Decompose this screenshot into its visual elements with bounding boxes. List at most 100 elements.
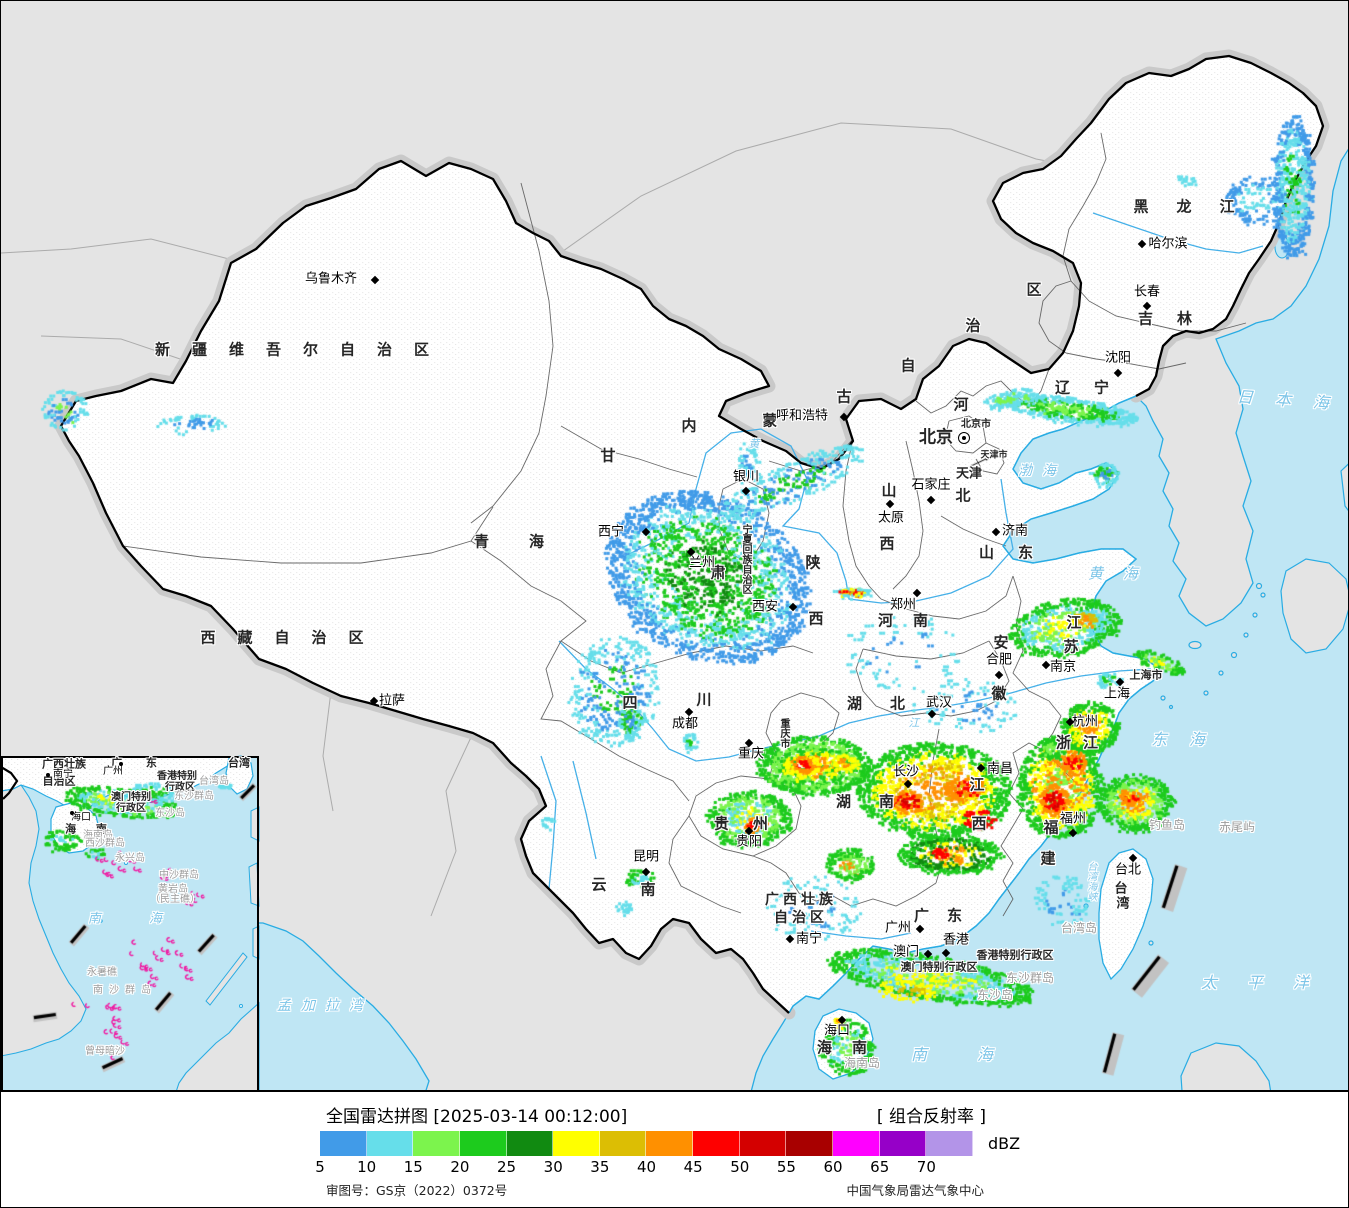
city-marker: [912, 588, 922, 598]
map-label-city: 西宁: [597, 524, 625, 540]
map-label-city: 重庆: [737, 746, 765, 762]
producer-name: 中国气象局雷达气象中心: [846, 1183, 984, 1198]
inset-label-city: 广州: [103, 766, 123, 777]
scale-segment-45: [693, 1131, 740, 1156]
map-label-city: 福州: [1059, 811, 1087, 827]
scale-segment-55: [786, 1131, 834, 1156]
map-label-prov: 天津: [955, 466, 983, 482]
map-label-sea: 孟加拉湾: [277, 998, 373, 1014]
dbz-color-scale: [320, 1131, 973, 1156]
map-label-prov: 陕: [805, 553, 821, 572]
map-label-city: 西安: [751, 599, 779, 615]
scale-segment-30: [553, 1131, 600, 1156]
map-label-prov: 香港特别行政区: [976, 948, 1054, 962]
inset-label-isl: 黄岩岛: [158, 884, 188, 895]
scale-segment-65: [879, 1131, 927, 1156]
city-marker: [976, 763, 986, 773]
map-label-prov: 台: [1114, 881, 1128, 897]
map-label-prov: 辽宁: [1054, 378, 1134, 397]
map-label-prov: 山: [881, 481, 897, 500]
scale-tick-10: 10: [357, 1158, 377, 1176]
map-label-sea: 江: [908, 716, 920, 730]
map-label-city: 济南: [1001, 523, 1029, 539]
map-label-city: 台北: [1114, 862, 1142, 878]
map-label-city: 太原: [877, 510, 905, 526]
scale-segment-70: [926, 1131, 973, 1156]
map-label-prov: 四: [622, 693, 638, 712]
map-label-sea: 太平洋: [1200, 973, 1340, 992]
inset-label-isl: （民主礁）: [150, 894, 200, 905]
map-label-prov: 北: [955, 486, 971, 505]
city-marker: [839, 412, 849, 422]
city-marker: [788, 602, 798, 612]
map-label-city: 海口: [823, 1023, 851, 1039]
scale-tick-35: 35: [590, 1158, 610, 1176]
map-label-prov: 宁夏回族自治区: [740, 524, 751, 594]
map-label-prov: 广西壮族: [765, 892, 837, 908]
map-label-city: 上海: [1103, 686, 1131, 702]
inset-city-dot: [119, 762, 123, 766]
city-marker: [785, 934, 795, 944]
map-label-prov: 蒙: [762, 411, 778, 430]
scale-segment-15: [413, 1131, 460, 1156]
map-label-isl: 东沙群岛: [1005, 971, 1055, 985]
map-label-city: 沈阳: [1104, 350, 1132, 366]
map-label-prov: 青海: [473, 532, 585, 551]
scale-tick-55: 55: [776, 1158, 796, 1176]
map-label-city: 银川: [732, 469, 760, 485]
map-label-city: 武汉: [925, 695, 953, 711]
scale-tick-20: 20: [450, 1158, 470, 1176]
map-label-prov: 治: [965, 316, 981, 335]
map-label-sea: 台湾海峡: [1085, 861, 1096, 901]
inset-city-dot: [46, 773, 50, 777]
inset-label-isl: 西沙群岛: [85, 838, 125, 849]
inset-label-isl: 中沙群岛: [159, 870, 199, 881]
map-label-prov: 湾: [1116, 896, 1130, 912]
map-label-prov: 江: [969, 775, 985, 794]
map-approval-number: 审图号：GS京（2022）0372号: [326, 1183, 508, 1198]
map-label-city: 拉萨: [378, 693, 406, 709]
map-label-city: 南昌: [986, 761, 1014, 777]
dbz-tick-labels: 5 10 15 20 25 30 35 40 45 50 55 60 65 70: [1, 1158, 1348, 1176]
inset-label-isl: 永暑礁: [87, 967, 117, 978]
inset-label-prov: 广 东: [111, 756, 167, 770]
map-label-prov: 西藏自治区: [200, 628, 386, 647]
map-label-prov: 古: [836, 387, 852, 406]
inset-label-isl: 台湾岛: [199, 776, 229, 787]
scale-tick-60: 60: [823, 1158, 843, 1176]
map-label-prov: 内: [681, 416, 697, 435]
map-label-prov: 吉林: [1137, 309, 1217, 328]
map-label-city: 乌鲁木齐: [304, 271, 358, 287]
city-marker: [1137, 239, 1147, 249]
inset-label-prov: 行政区: [165, 782, 195, 793]
map-label-prov: 西: [971, 814, 987, 833]
inset-label-prov: 台湾: [228, 756, 250, 770]
map-label-sea: 日本海: [1236, 387, 1349, 414]
scale-segment-10: [366, 1131, 414, 1156]
map-area: 新疆维吾尔自治区 西藏自治区 青海甘肃内蒙古自治区宁夏回族自治区陕西山西河北山东 河南…: [1, 1, 1349, 1092]
inset-label-prov: 澳门特别: [111, 792, 151, 803]
map-label-prov: 河南: [877, 611, 949, 630]
map-label-city: 呼和浩特: [775, 408, 829, 424]
map-label-prov: 海南: [816, 1038, 888, 1057]
city-marker: [927, 709, 937, 719]
inset-label-prov: 香港特别: [157, 771, 197, 782]
map-label-prov: 新疆维吾尔自治区: [154, 340, 452, 359]
city-marker: [1068, 828, 1078, 838]
map-label-sea: 黄: [748, 437, 760, 451]
map-label-city: 长沙: [892, 764, 920, 780]
city-marker: [994, 670, 1004, 680]
map-label-city: 香港: [942, 932, 970, 948]
map-label-prov: 重庆市: [778, 718, 789, 748]
city-marker: [1113, 368, 1123, 378]
product-mode-label: [ 组合反射率 ]: [876, 1107, 986, 1127]
city-marker: [684, 707, 694, 717]
scale-tick-5: 5: [315, 1158, 325, 1176]
map-label-city: 贵阳: [735, 834, 763, 850]
city-marker: [926, 495, 936, 505]
map-label-prov: 福: [1043, 818, 1059, 837]
dbz-unit-label: dBZ: [988, 1134, 1021, 1153]
scale-tick-15: 15: [403, 1158, 423, 1176]
scale-tick-50: 50: [730, 1158, 750, 1176]
map-label-prov: 区: [1026, 280, 1042, 299]
